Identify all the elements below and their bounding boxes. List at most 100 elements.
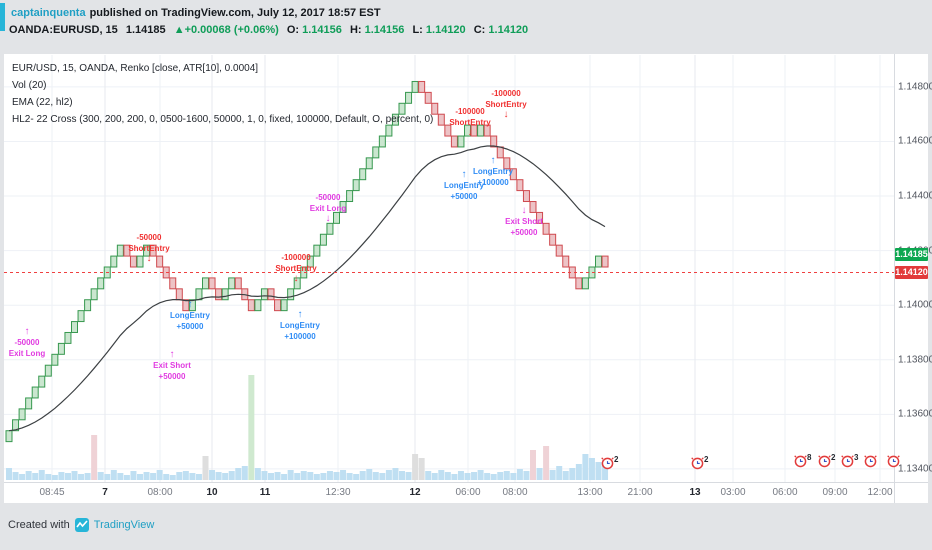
time-tick: 03:00 [720,487,746,498]
price-tick: 1.13600 [898,408,932,420]
renko-brick [352,179,360,192]
legend-ema[interactable]: EMA (22, hl2) [12,97,73,108]
price-tick: 1.14000 [898,299,932,311]
renko-brick [202,277,209,290]
volume-bar [163,474,170,480]
volume-bar [562,471,569,480]
symbol-name[interactable]: OANDA:EURUSD, 15 [9,24,118,36]
renko-chart[interactable] [4,55,894,482]
volume-bar [490,474,497,480]
renko-brick [418,80,426,93]
clock-marker-count: 3 [854,453,859,462]
high-label: H: [349,24,362,36]
volume-bar [156,470,163,480]
trade-annotation: ↑ LongEntry +100000 [280,309,320,342]
renko-brick [64,331,72,344]
price-badge: 1.14120 [895,266,928,279]
volume-bar [117,473,124,480]
volume-bar [25,471,32,480]
annotation-arrow-icon: ↑ [461,169,467,180]
volume-bar [202,456,209,480]
publish-header: captainquenta published on TradingView.co… [11,7,381,19]
time-tick: 08:00 [147,487,173,498]
volume-bar [182,471,189,480]
volume-bar [569,468,576,480]
clock-marker[interactable]: 8 [793,453,811,473]
renko-brick [234,277,242,290]
volume-bar [12,472,19,480]
alarm-clock-icon [601,457,614,470]
volume-bar [64,473,71,480]
renko-brick [18,408,26,421]
volume-bar [32,473,39,480]
volume-bar [104,474,111,480]
clock-marker[interactable]: 2 [600,455,618,475]
annotation-arrow-icon: ↓ [521,205,527,216]
tradingview-brand-link[interactable]: TradingView [93,519,155,531]
renko-brick [293,277,301,290]
renko-brick [44,364,52,377]
renko-brick [156,255,164,268]
renko-brick [490,135,498,148]
clock-marker[interactable] [886,453,901,473]
clock-marker[interactable] [863,453,878,473]
accent-bar [0,3,5,31]
trade-annotation: -50000 Exit Long ↓ [309,193,347,224]
volume-bar [530,450,536,480]
renko-brick [464,124,471,137]
volume-bar [346,473,353,480]
time-axis[interactable] [4,483,894,503]
volume-bar [137,474,143,480]
volume-bar [189,473,196,480]
renko-brick [280,299,288,312]
clock-marker[interactable]: 2 [690,455,708,475]
legend-strategy[interactable]: HL2- 22 Cross (300, 200, 200, 0, 0500-16… [12,114,434,125]
volume-bar [582,454,589,480]
time-tick: 10 [206,487,218,498]
time-tick: 12:00 [867,487,893,498]
renko-brick [208,277,216,290]
volume-bar [431,473,438,480]
price-tick: 1.14600 [898,135,932,147]
volume-bar [516,469,523,480]
clock-marker[interactable]: 3 [840,453,858,473]
renko-brick [405,91,413,104]
volume-bar [333,472,340,480]
annotation-arrow-icon: ↓ [325,213,331,224]
renko-brick [84,299,92,312]
renko-brick [51,353,59,366]
renko-brick [136,255,144,268]
renko-brick [247,299,255,312]
time-tick: 13 [689,487,701,498]
volume-bar [274,472,281,480]
legend-volume[interactable]: Vol (20) [12,80,47,91]
last-price: 1.14185 [125,24,166,36]
renko-brick [319,233,327,246]
volume-bar [366,469,373,480]
annotation-arrow-icon: ↑ [169,349,175,360]
renko-brick [215,288,223,301]
renko-brick [182,299,190,312]
renko-brick [529,201,537,213]
legend-symbol[interactable]: EUR/USD, 15, OANDA, Renko [close, ATR[10… [12,63,259,74]
price-tick: 1.14800 [898,81,932,93]
renko-brick [424,91,432,104]
renko-brick [503,157,511,170]
chart-panel: EUR/USD, 15, OANDA, Renko [close, ATR[10… [4,54,932,503]
renko-brick [431,102,439,115]
renko-brick [575,277,583,290]
trade-annotation: ↑ -50000 Exit Long [8,326,46,359]
volume-bar [97,472,104,480]
clock-marker[interactable]: 2 [817,453,835,473]
volume-bar [176,472,183,480]
volume-bar [405,472,412,480]
volume-bar [45,474,52,480]
author-link[interactable]: captainquenta [11,7,86,19]
volume-bar [209,470,216,480]
volume-bar [248,375,255,480]
time-tick: 13:00 [577,487,603,498]
time-tick: 09:00 [822,487,848,498]
renko-brick [385,124,393,137]
open-label: O: [286,24,300,36]
